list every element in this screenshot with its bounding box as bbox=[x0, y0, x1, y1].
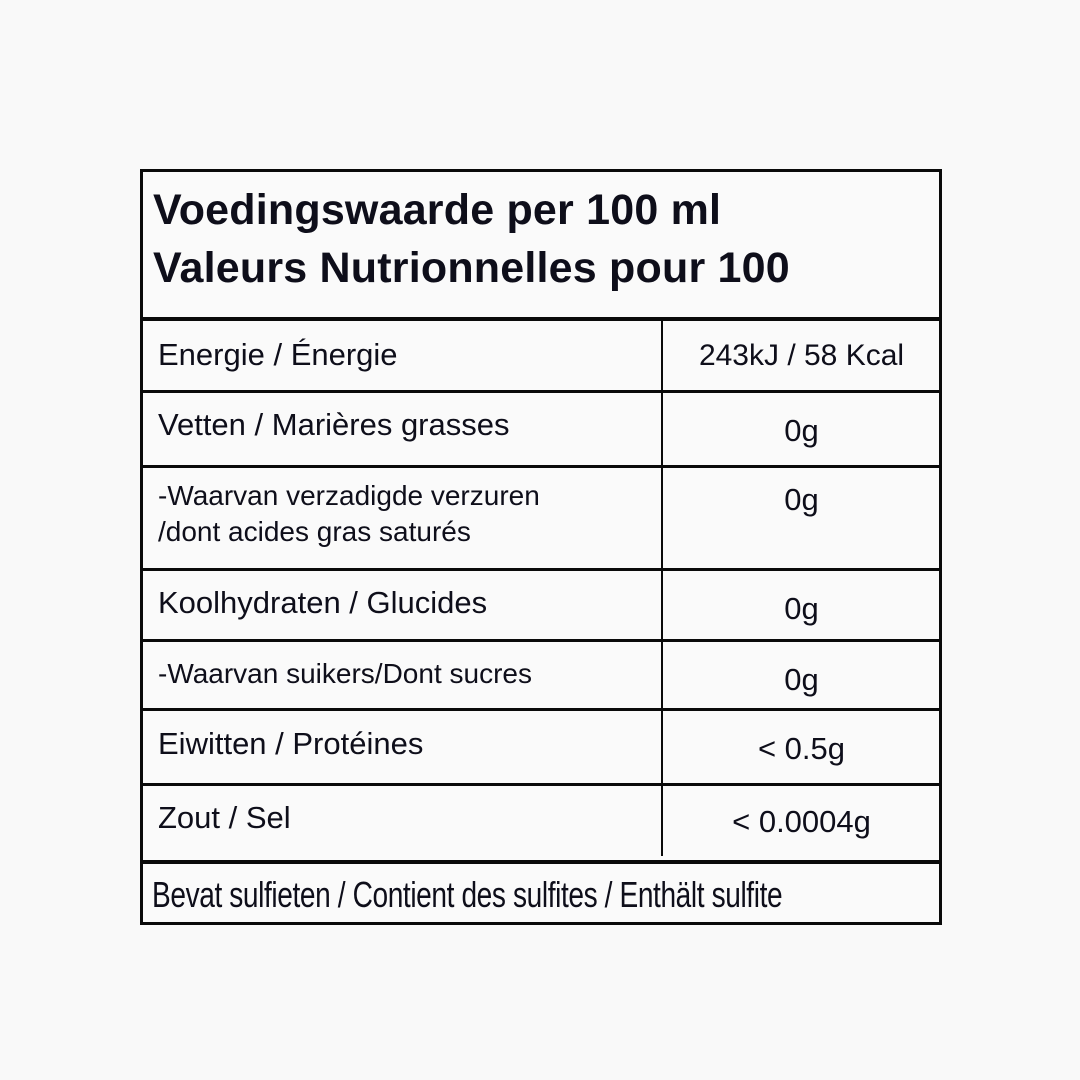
row-label: Koolhydraten / Glucides bbox=[158, 585, 488, 620]
row-value: 0g bbox=[784, 662, 819, 697]
row-value: < 0.5g bbox=[757, 731, 846, 766]
row-label: Vetten / Marières grasses bbox=[158, 407, 510, 442]
row-value: 0g bbox=[784, 482, 819, 517]
row-value: 243kJ / 58 Kcal bbox=[698, 339, 905, 372]
row-label: Eiwitten / Protéines bbox=[158, 726, 424, 761]
column-divider bbox=[661, 321, 663, 856]
row-value: 0g bbox=[784, 413, 819, 448]
table-row: Zout / Sel < 0.0004g bbox=[143, 786, 939, 856]
table-row: Eiwitten / Protéines < 0.5g bbox=[143, 711, 939, 786]
row-value: < 0.0004g bbox=[732, 804, 871, 839]
table-row: Energie / Énergie 243kJ / 58 Kcal bbox=[143, 321, 939, 393]
nutrition-table: Voedingswaarde per 100 ml Valeurs Nutrio… bbox=[140, 169, 942, 925]
row-label: -Waarvan suikers/Dont sucres bbox=[158, 658, 532, 689]
allergen-footer: Bevat sulfieten / Contient des sulfites … bbox=[143, 860, 939, 926]
table-row: -Waarvan verzadigde verzuren /dont acide… bbox=[143, 468, 939, 571]
table-row: Vetten / Marières grasses 0g bbox=[143, 393, 939, 468]
table-row: Koolhydraten / Glucides 0g bbox=[143, 571, 939, 642]
row-label: Energie / Énergie bbox=[158, 337, 398, 372]
table-header: Voedingswaarde per 100 ml Valeurs Nutrio… bbox=[143, 172, 939, 321]
row-value: 0g bbox=[784, 591, 819, 626]
title-french: Valeurs Nutrionnelles pour 100 bbox=[153, 244, 790, 292]
title-dutch: Voedingswaarde per 100 ml bbox=[153, 186, 722, 234]
allergen-text: Bevat sulfieten / Contient des sulfites … bbox=[152, 874, 783, 915]
row-label: -Waarvan verzadigde verzuren /dont acide… bbox=[158, 480, 540, 547]
table-row: -Waarvan suikers/Dont sucres 0g bbox=[143, 642, 939, 711]
row-label: Zout / Sel bbox=[158, 800, 291, 835]
